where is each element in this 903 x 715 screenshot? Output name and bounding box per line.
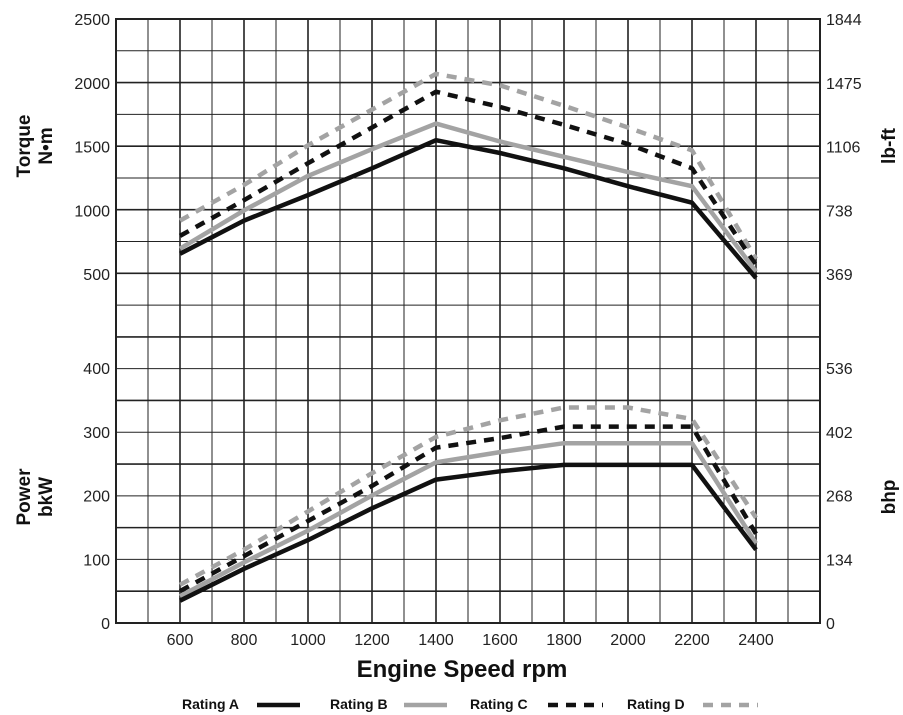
legend-item-rating-c: Rating C (470, 696, 603, 712)
torque-series-line-rating-c (178, 89, 758, 267)
power-series-line-rating-c (178, 424, 758, 594)
legend-label-rating-a: Rating A (182, 696, 239, 712)
torque-left-tick-label: 2000 (74, 76, 110, 93)
x-tick-label: 2000 (610, 632, 646, 649)
torque-left-tick-label: 2500 (74, 12, 110, 29)
torque-series-group (178, 71, 758, 280)
grid (115, 18, 821, 624)
x-tick-label: 2200 (674, 632, 710, 649)
legend-label-rating-b: Rating B (330, 696, 388, 712)
legend-label-rating-d: Rating D (627, 696, 685, 712)
torque-right-tick-label: 1475 (826, 76, 862, 93)
power-series-line-rating-a (178, 462, 758, 603)
power-left-axis-title: Power bkW (14, 468, 57, 526)
power-right-tick-label: 268 (826, 489, 853, 506)
power-left-tick-label: 100 (83, 552, 110, 569)
torque-series-line-rating-a (178, 137, 758, 280)
power-right-tick-label: 0 (826, 616, 835, 633)
torque-series-line-rating-b (178, 121, 758, 273)
x-tick-label: 1600 (482, 632, 518, 649)
x-tick-label: 1200 (354, 632, 390, 649)
torque-axis-title-line2: N•m (36, 127, 57, 164)
power-axis-title-line2: bkW (36, 477, 57, 517)
power-left-tick-label: 400 (83, 361, 110, 378)
x-tick-label: 2400 (738, 632, 774, 649)
legend-item-rating-a: Rating A (182, 696, 300, 712)
power-right-axis-title: bhp (879, 480, 900, 515)
x-tick-label: 1400 (418, 632, 454, 649)
legend-item-rating-d: Rating D (627, 696, 758, 712)
torque-left-tick-label: 1500 (74, 140, 110, 157)
torque-left-axis-title: Torque N•m (14, 115, 57, 178)
torque-right-tick-label: 1844 (826, 12, 862, 29)
plot-frame (115, 18, 821, 624)
power-left-tick-label: 0 (101, 616, 110, 633)
torque-left-tick-label: 1000 (74, 203, 110, 220)
x-tick-label: 800 (231, 632, 258, 649)
power-left-tick-label: 300 (83, 425, 110, 442)
torque-left-tick-label: 500 (83, 267, 110, 284)
power-series-line-rating-b (178, 440, 758, 599)
x-tick-label: 1000 (290, 632, 326, 649)
legend-label-rating-c: Rating C (470, 696, 528, 712)
torque-right-tick-label: 369 (826, 267, 853, 284)
x-tick-label: 1800 (546, 632, 582, 649)
power-axis-title-line1: Power (14, 468, 35, 526)
power-series-group (178, 405, 758, 603)
tick-labels: 600 800 1000 1200 1400 1600 1800 2000 2200 240050… (74, 12, 861, 649)
power-right-tick-label: 402 (826, 425, 853, 442)
torque-axis-title-line1: Torque (14, 115, 35, 178)
legend: Rating A Rating B Rating C Rating D (182, 696, 758, 712)
power-right-tick-label: 536 (826, 361, 853, 378)
power-left-tick-label: 200 (83, 489, 110, 506)
power-right-tick-label: 134 (826, 552, 853, 569)
x-axis-title: Engine Speed rpm (357, 656, 568, 683)
torque-right-axis-title: lb-ft (879, 127, 900, 164)
torque-series-line-rating-d (178, 71, 758, 261)
torque-right-tick-label: 738 (826, 203, 853, 220)
legend-item-rating-b: Rating B (330, 696, 447, 712)
x-tick-label: 600 (167, 632, 194, 649)
torque-right-tick-label: 1106 (826, 140, 861, 157)
power-series-line-rating-d (178, 405, 758, 587)
